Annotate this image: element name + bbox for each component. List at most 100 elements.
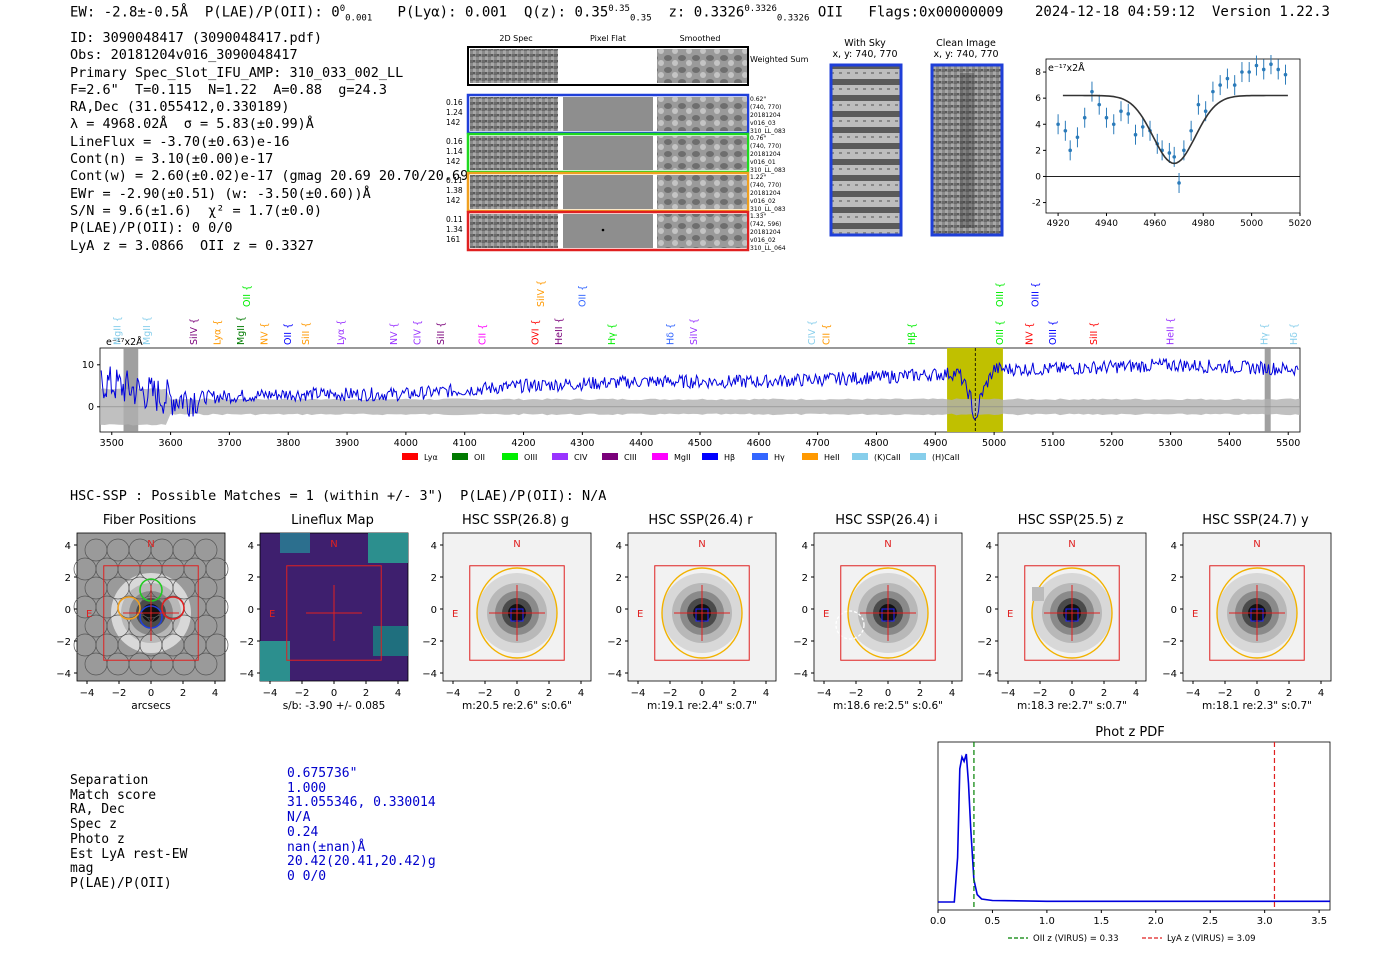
thumb-y-tick-label: 2 [248, 573, 254, 584]
header-qz: Q(z): 0.35 [523, 4, 609, 21]
thumbnail-image: N E 4 2 0 −2 −4 −4 −2 0 2 4 m:18.1 re:2.3" s:0.7" [1162, 532, 1332, 710]
legend-swatch [402, 453, 418, 460]
thumb-y-tick-label: 2 [616, 573, 622, 584]
zoom-data-point [1090, 89, 1094, 94]
header-z: z: 0.3326 [668, 4, 745, 21]
match-label: Separation [70, 773, 149, 788]
cutout-row-meta: 20181204 [750, 112, 781, 119]
spectrum-x-tick-label: 3800 [276, 438, 300, 449]
thumb-y-tick-label: −4 [1162, 669, 1177, 680]
aperture-ellipse [1031, 567, 1113, 659]
emission-line-label: Hβ { [907, 323, 918, 345]
east-label: E [823, 609, 829, 620]
zoom-data-point [1177, 181, 1181, 185]
zoom-data-point [1063, 128, 1068, 133]
emission-line-label: Hγ { [1260, 323, 1271, 345]
thumbnail-image: N E 4 2 0 −2 −4 −4 −2 0 2 4 arcsecs [56, 532, 229, 710]
thumb-x-tick-label: 0 [699, 688, 705, 699]
zoom-data-point [1082, 115, 1087, 120]
zoom-data-point [1075, 135, 1080, 140]
cutout-row-stat: 142 [446, 196, 461, 205]
thumb-x-tick-label: −4 [446, 688, 461, 699]
thumb-x-tick-label: −2 [478, 688, 493, 699]
thumb-y-tick-label: 0 [1171, 605, 1177, 616]
cutout-smoothed [657, 97, 747, 131]
zoom-data-point [1196, 102, 1201, 107]
spectrum-x-tick-label: 4400 [629, 438, 653, 449]
thumb-x-tick-label: −2 [112, 688, 127, 699]
thumb-y-tick-label: −2 [239, 637, 254, 648]
emission-line-label: MgII { [113, 316, 124, 345]
cutout-row-meta: 20181204 [750, 190, 781, 197]
legend-swatch [702, 453, 718, 460]
thumbnail-image: N E 4 2 0 −2 −4 −4 −2 0 2 4 m:18.6 re:2.5" s:0.6" [793, 532, 963, 710]
cutout-row-meta: v016_01 [750, 159, 776, 166]
zoom-x-tick-label: 4920 [1047, 219, 1070, 229]
emission-line-label: SiII { [436, 322, 447, 345]
search-box [103, 565, 199, 661]
search-box [1024, 565, 1120, 661]
thumbnail-caption: m:18.3 re:2.7" s:0.7" [1017, 700, 1127, 710]
zoom-data-point [1182, 148, 1186, 153]
clean-image-coords: x, y: 740, 770 [933, 49, 999, 60]
legend-swatch [852, 453, 868, 460]
east-label: E [86, 609, 92, 620]
spectrum-x-tick-label: 3600 [158, 438, 182, 449]
zoom-y-tick-label: 0 [1035, 172, 1041, 182]
thumb-y-tick-label: 2 [802, 573, 808, 584]
emission-line-label: MgII { [236, 316, 247, 345]
thumb-y-tick-label: 4 [65, 541, 71, 552]
emission-line-label: NV { [389, 322, 400, 345]
thumb-x-tick-label: 2 [1286, 688, 1292, 699]
match-label: P(LAE)/P(OII) [70, 875, 172, 891]
legend-label: (H)CaII [932, 453, 959, 462]
thumb-y-tick-label: 4 [802, 541, 808, 552]
thumbnail-image: N E 4 2 0 −2 −4 −4 −2 0 2 4 m:18.3 re:2.7" s:0.7" [977, 532, 1147, 710]
cutout-row-stat: 1.34 [446, 225, 463, 234]
header-qz-sup: 0.35 [608, 4, 630, 14]
info-line: Obs: 20181204v016_3090048417 [70, 47, 298, 64]
thumbnail-caption: m:19.1 re:2.4" s:0.7" [647, 700, 757, 710]
thumb-y-tick-label: 0 [802, 605, 808, 616]
zoom-data-point [1240, 70, 1244, 74]
info-line: LyA z = 3.0866 OII z = 0.3327 [70, 237, 314, 254]
info-line: Primary Spec_Slot_IFU_AMP: 310_033_002_L… [70, 64, 404, 81]
thumb-y-tick-label: −4 [422, 669, 437, 680]
thumb-y-tick-label: 2 [431, 573, 437, 584]
header-summary: EW: -2.8±-0.5Å P(LAE)/P(OII): 000.001 P(… [70, 4, 1003, 23]
legend-swatch [752, 453, 768, 460]
zoom-x-tick-label: 5020 [1289, 219, 1312, 229]
info-line: RA,Dec (31.055412,0.330189) [70, 99, 290, 116]
zoom-x-tick-label: 4960 [1143, 219, 1166, 229]
thumb-y-tick-label: −2 [1162, 637, 1177, 648]
spectrum-flux-line [100, 357, 1299, 421]
legend-label: Hγ [774, 453, 785, 462]
with-sky-title: With Sky x, y: 740, 770 [829, 38, 901, 60]
info-line: Cont(w) = 2.60(±0.02)e-17 (gmag 20.69 20… [70, 168, 493, 185]
east-label: E [269, 609, 275, 620]
thumb-x-tick-label: −4 [1001, 688, 1016, 699]
match-label: Photo z [70, 831, 125, 847]
cutout-smoothed [657, 175, 747, 209]
zoom-data-point [1211, 89, 1215, 94]
cutout-smoothed [657, 214, 747, 248]
spectrum-x-tick-label: 4600 [747, 438, 771, 449]
cutout-2d-spec [470, 214, 558, 248]
thumb-x-tick-label: −4 [80, 688, 95, 699]
thumbnail-caption: m:18.1 re:2.3" s:0.7" [1202, 700, 1312, 710]
search-box [469, 565, 565, 661]
pixel-flat-defect [601, 228, 605, 232]
thumb-x-tick-label: −4 [1186, 688, 1201, 699]
spectrum-x-tick-label: 5400 [1217, 438, 1241, 449]
thumb-x-tick-label: 0 [331, 688, 337, 699]
match-value: N/A [287, 810, 311, 826]
cutout-row-meta: 0.76" [750, 135, 766, 142]
legend-swatch [502, 453, 518, 460]
zoom-fit-curve [1062, 94, 1288, 165]
with-sky-label: With Sky [844, 38, 886, 49]
cutout-pixel-flat [563, 136, 653, 170]
spectrum-x-tick-label: 4900 [923, 438, 947, 449]
thumbnail-title: HSC SSP(25.5) z [1017, 513, 1124, 528]
spectrum-x-tick-label: 4500 [688, 438, 712, 449]
cutout-2d-spec [470, 97, 558, 131]
